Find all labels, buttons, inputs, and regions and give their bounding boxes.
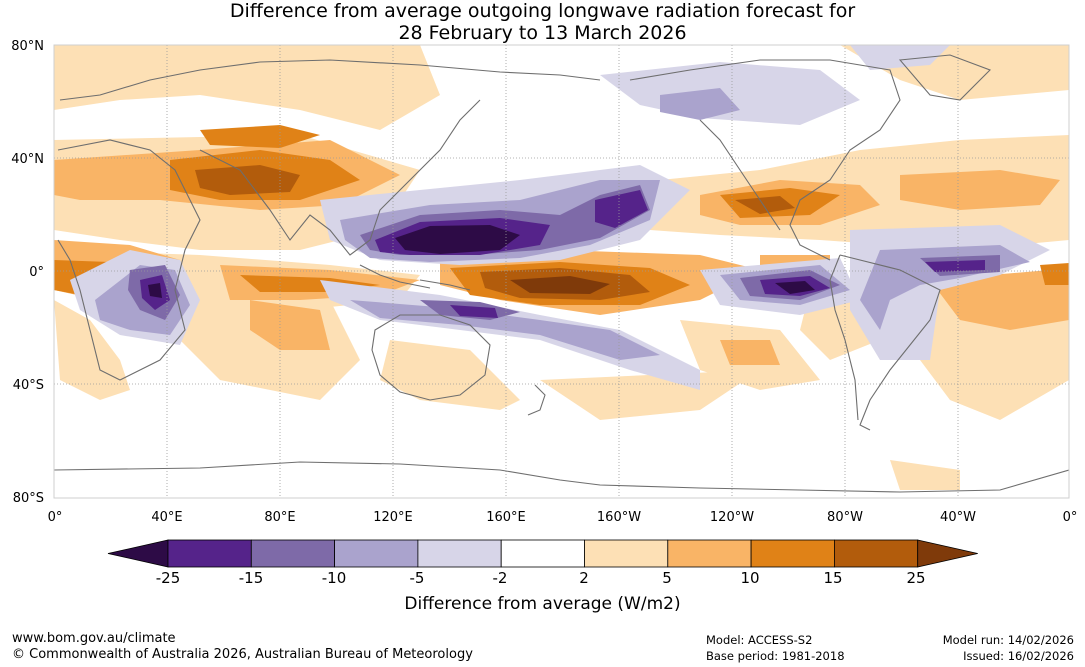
lat-label: 80°S [12,491,44,506]
colorbar-tick: -5 [409,569,425,587]
issued-date: Issued: 16/02/2026 [963,649,1074,663]
gridlines [54,45,1069,498]
lon-label: 0° [47,510,63,525]
website-url: www.bom.gov.au/climate [12,631,176,646]
colorbar-tick: -10 [321,569,347,587]
lon-label: 40°E [151,510,183,525]
anomaly-above-25 [510,276,610,294]
colorbar-tick: 10 [740,569,760,587]
lat-label: 80°N [11,39,44,54]
colorbar-tick: 15 [823,569,843,587]
colorbar-tick: -15 [238,569,264,587]
colorbar-tick: 2 [579,569,589,587]
lon-label: 80°W [827,510,863,525]
colorbar-segment [167,539,252,568]
map-title-line-2: 28 February to 13 March 2026 [398,22,687,44]
lon-label: 40°W [940,510,976,525]
colorbar [107,539,978,568]
colorbar-label: Difference from average (W/m2) [404,594,681,614]
anomaly-below-minus-25 [148,225,815,298]
colorbar-segment [750,539,835,568]
lon-label: 120°W [709,510,755,525]
colorbar-segment [500,539,585,568]
colorbar-segment [667,539,752,568]
lon-label: 0° [1062,510,1078,525]
colorbar-segment [250,539,336,568]
lat-label: 40°S [12,378,44,393]
lat-label: 0° [29,265,44,280]
colorbar-segment [334,539,419,568]
copyright: © Commonwealth of Australia 2026, Austra… [12,647,473,662]
lon-label: 160°W [596,510,642,525]
colorbar-tick: 25 [906,569,926,587]
lon-label: 120°E [373,510,413,525]
lon-label: 80°E [264,510,296,525]
lon-label: 160°E [486,510,526,525]
map-frame [53,44,1070,499]
coastlines [54,54,1069,493]
model-run-date: Model run: 14/02/2026 [942,633,1074,647]
model-name: Model: ACCESS-S2 [706,633,813,647]
colorbar-tick: -25 [155,569,181,587]
colorbar-segment [417,539,502,568]
colorbar-extend-low [107,539,169,568]
colorbar-extend-high [917,539,978,568]
anomaly-contours [54,45,1069,490]
colorbar-tick: 5 [662,569,672,587]
base-period: Base period: 1981-2018 [706,649,845,663]
colorbar-segment [584,539,669,568]
lat-label: 40°N [11,152,44,167]
colorbar-segment [834,539,919,568]
colorbar-tick: -2 [492,569,508,587]
map-title-line-1: Difference from average outgoing longwav… [229,0,856,22]
